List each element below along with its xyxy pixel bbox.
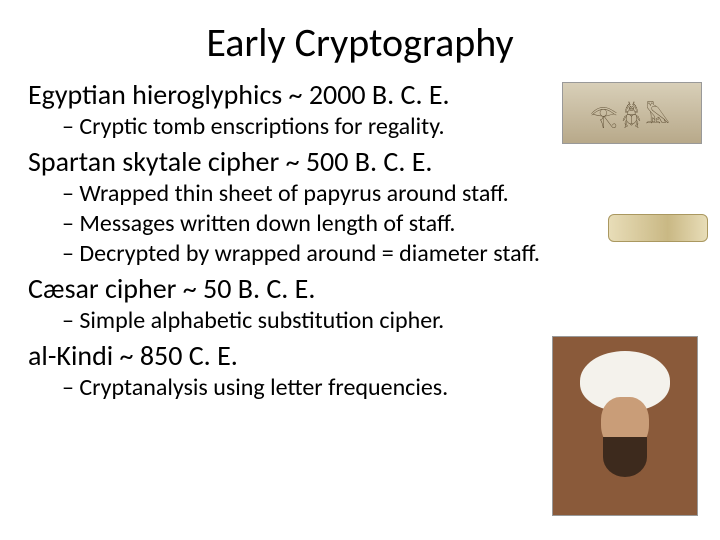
section-spartan: Spartan skytale cipher ~ 500 B. C. E. – … [28, 144, 692, 269]
slide: Early Cryptography Egyptian hieroglyphic… [0, 0, 720, 540]
alkindi-beard-shape [603, 437, 647, 477]
sub-spartan-1: – Messages written down length of staff. [28, 209, 692, 239]
hieroglyphics-image: 𓂀𓆣𓅓 [562, 82, 702, 144]
heading-spartan: Spartan skytale cipher ~ 500 B. C. E. [28, 144, 692, 179]
alkindi-image [552, 336, 698, 516]
sub-spartan-2: – Decrypted by wrapped around = diameter… [28, 239, 692, 269]
section-caesar: Cæsar cipher ~ 50 B. C. E. – Simple alph… [28, 271, 692, 336]
slide-title: Early Cryptography [28, 18, 692, 67]
sub-spartan-0: – Wrapped thin sheet of papyrus around s… [28, 179, 692, 209]
sub-caesar-0: – Simple alphabetic substitution cipher. [28, 306, 692, 336]
heading-caesar: Cæsar cipher ~ 50 B. C. E. [28, 271, 692, 306]
skytale-image [608, 214, 708, 242]
